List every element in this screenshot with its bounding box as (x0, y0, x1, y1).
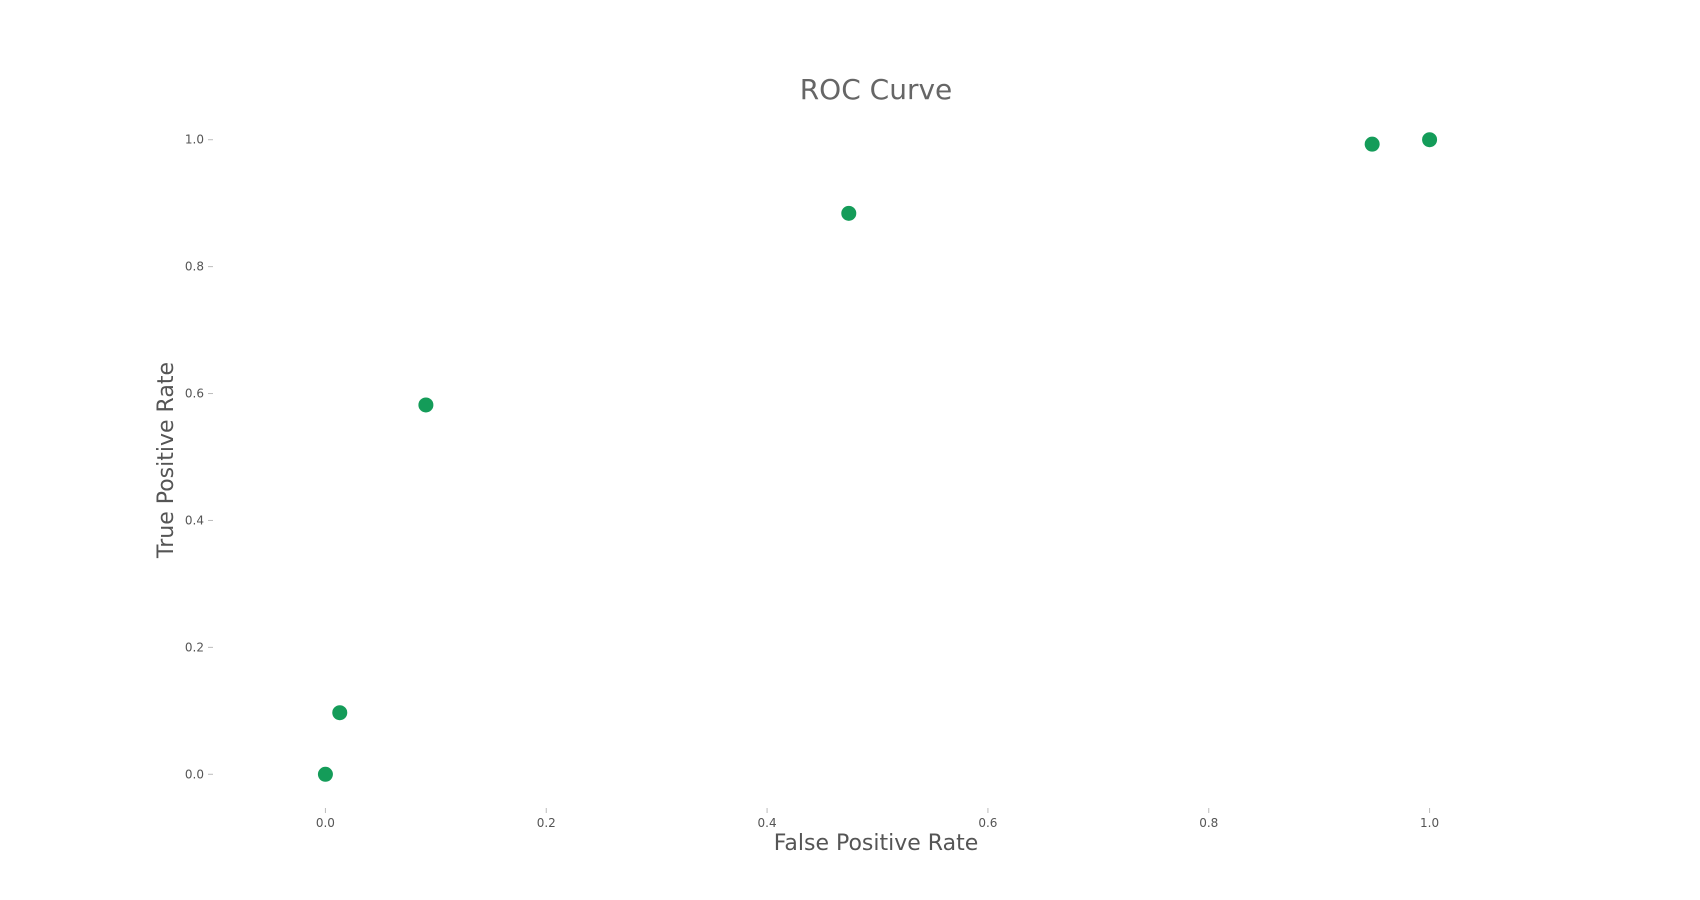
data-point[interactable] (418, 397, 434, 413)
y-tick-label: 1.0 (185, 133, 204, 147)
x-tick-label: 0.8 (1199, 816, 1218, 830)
chart-title: ROC Curve (800, 73, 953, 106)
x-axis-title: False Positive Rate (774, 831, 978, 856)
x-tick-label: 0.6 (978, 816, 997, 830)
data-point[interactable] (1422, 132, 1438, 148)
data-point[interactable] (841, 205, 857, 221)
y-tick-label: 0.2 (185, 640, 204, 654)
x-tick-label: 0.2 (537, 816, 556, 830)
y-tick-label: 0.8 (185, 260, 204, 274)
y-axis-title: True Positive Rate (154, 362, 179, 559)
data-points (317, 132, 1438, 782)
x-tick-label: 0.4 (758, 816, 777, 830)
x-tick-label: 0.0 (316, 816, 335, 830)
data-point[interactable] (317, 766, 333, 782)
y-tick-label: 0.6 (185, 387, 204, 401)
y-axis: 0.0 0.2 0.4 0.6 0.8 1.0 (185, 133, 213, 781)
y-tick-label: 0.4 (185, 513, 204, 527)
y-tick-label: 0.0 (185, 767, 204, 781)
x-axis: 0.0 0.2 0.4 0.6 0.8 1.0 (316, 808, 1439, 830)
x-tick-label: 1.0 (1420, 816, 1439, 830)
data-point[interactable] (332, 705, 348, 721)
data-point[interactable] (1364, 136, 1380, 152)
